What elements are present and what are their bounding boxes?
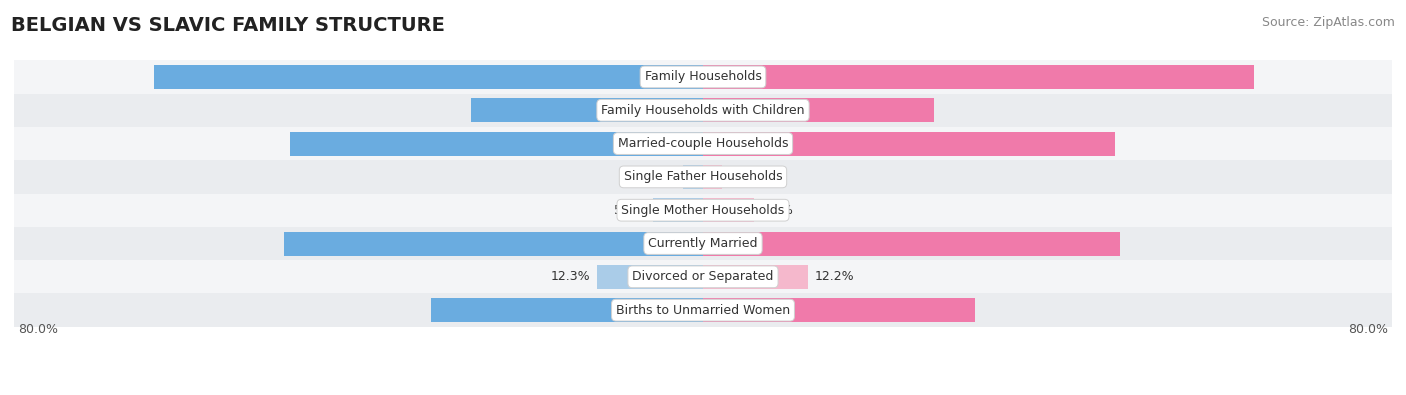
Bar bbox=[284, 231, 703, 256]
Text: 2.3%: 2.3% bbox=[644, 170, 676, 183]
Bar bbox=[703, 265, 808, 289]
Text: 80.0%: 80.0% bbox=[1347, 323, 1388, 336]
Text: Family Households: Family Households bbox=[644, 70, 762, 83]
Text: Married-couple Households: Married-couple Households bbox=[617, 137, 789, 150]
Bar bbox=[14, 260, 1392, 293]
Text: BELGIAN VS SLAVIC FAMILY STRUCTURE: BELGIAN VS SLAVIC FAMILY STRUCTURE bbox=[11, 16, 446, 35]
Bar bbox=[703, 298, 976, 322]
Text: 26.9%: 26.9% bbox=[647, 104, 686, 117]
Text: Births to Unmarried Women: Births to Unmarried Women bbox=[616, 304, 790, 317]
Bar bbox=[14, 194, 1392, 227]
Text: 63.8%: 63.8% bbox=[645, 70, 686, 83]
Text: 47.8%: 47.8% bbox=[720, 137, 761, 150]
Bar bbox=[471, 98, 703, 122]
Bar bbox=[14, 160, 1392, 194]
Text: Family Households with Children: Family Households with Children bbox=[602, 104, 804, 117]
Text: 12.3%: 12.3% bbox=[551, 270, 591, 283]
Text: 12.2%: 12.2% bbox=[815, 270, 855, 283]
Bar bbox=[652, 198, 703, 222]
Text: 64.0%: 64.0% bbox=[720, 70, 761, 83]
Text: 5.9%: 5.9% bbox=[761, 204, 793, 217]
Text: Divorced or Separated: Divorced or Separated bbox=[633, 270, 773, 283]
Text: Single Father Households: Single Father Households bbox=[624, 170, 782, 183]
Text: 80.0%: 80.0% bbox=[18, 323, 59, 336]
Bar bbox=[703, 132, 1115, 156]
Text: 31.6%: 31.6% bbox=[720, 304, 759, 317]
Bar bbox=[703, 65, 1254, 89]
Text: 5.8%: 5.8% bbox=[614, 204, 647, 217]
Bar bbox=[703, 198, 754, 222]
Bar bbox=[14, 60, 1392, 94]
Text: 2.2%: 2.2% bbox=[728, 170, 761, 183]
Text: 48.7%: 48.7% bbox=[645, 237, 686, 250]
Text: Currently Married: Currently Married bbox=[648, 237, 758, 250]
Bar bbox=[703, 231, 1119, 256]
Bar bbox=[430, 298, 703, 322]
Text: 31.6%: 31.6% bbox=[647, 304, 686, 317]
Bar bbox=[153, 65, 703, 89]
Bar bbox=[14, 293, 1392, 327]
Bar bbox=[598, 265, 703, 289]
Legend: Belgian, Slavic: Belgian, Slavic bbox=[624, 391, 782, 395]
Bar bbox=[14, 127, 1392, 160]
Bar bbox=[703, 98, 934, 122]
Text: Source: ZipAtlas.com: Source: ZipAtlas.com bbox=[1261, 16, 1395, 29]
Bar bbox=[683, 165, 703, 189]
Bar bbox=[14, 227, 1392, 260]
Text: 48.4%: 48.4% bbox=[720, 237, 761, 250]
Bar bbox=[703, 165, 721, 189]
Bar bbox=[290, 132, 703, 156]
Bar bbox=[14, 94, 1392, 127]
Text: 48.0%: 48.0% bbox=[645, 137, 686, 150]
Text: 26.8%: 26.8% bbox=[720, 104, 761, 117]
Text: Single Mother Households: Single Mother Households bbox=[621, 204, 785, 217]
